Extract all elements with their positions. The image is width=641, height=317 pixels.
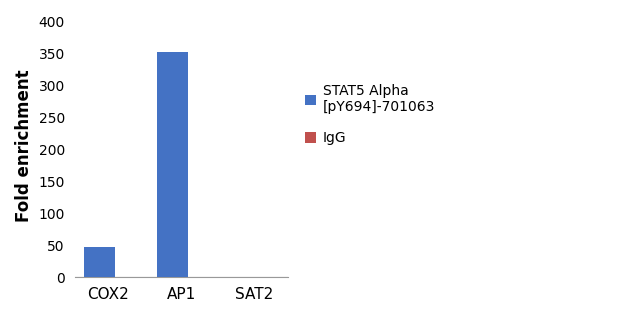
Bar [83, 247, 115, 277]
Y-axis label: Fold enrichment: Fold enrichment [15, 70, 33, 223]
Bar [156, 52, 188, 277]
Legend: STAT5 Alpha
[pY694]-701063, IgG: STAT5 Alpha [pY694]-701063, IgG [299, 79, 441, 151]
